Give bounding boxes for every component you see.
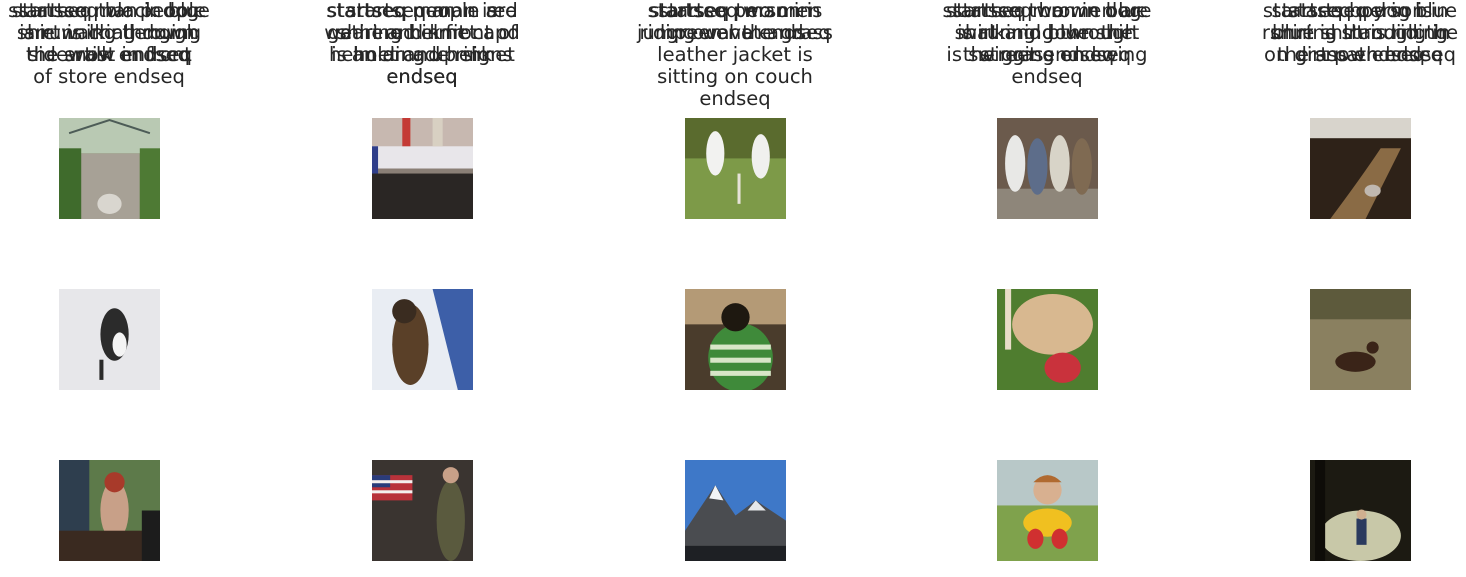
caption-line: startseq brown dog bbox=[952, 0, 1142, 22]
caption-line: startseq boy in blue bbox=[1262, 0, 1458, 22]
caption-line: shirt is standing in bbox=[1269, 21, 1451, 44]
caption-line: the snow endseq bbox=[1276, 43, 1444, 66]
caption: startseq person in blue shirt is riding … bbox=[1230, 0, 1466, 114]
caption-line: sidewalk endseq bbox=[27, 43, 191, 66]
caption-line: leather jacket is bbox=[657, 43, 813, 66]
caption-line: sitting on couch bbox=[657, 65, 813, 88]
child-on-swing-image bbox=[997, 460, 1098, 561]
caption-line: on dirt path endseq bbox=[1264, 43, 1456, 66]
caption-line: an arcade rink bbox=[351, 43, 493, 66]
caption-line: endseq bbox=[699, 87, 771, 110]
crowd-banner-street-image bbox=[372, 118, 473, 219]
caption-line: walking down the bbox=[961, 21, 1133, 44]
caption: startseq people are gathered in front of… bbox=[292, 0, 552, 114]
caption: startseq person is riding wave endseq bbox=[605, 0, 865, 456]
caption-line: blue shirt is riding bbox=[1272, 21, 1448, 44]
cricket-players-image bbox=[685, 118, 786, 219]
caption-line: endseq bbox=[386, 65, 458, 88]
caption: startseq man in red shirt and knit cap i… bbox=[292, 0, 552, 456]
caption-line: shirt is challenging bbox=[16, 21, 202, 44]
man-green-striped-shirt-image bbox=[685, 289, 786, 390]
caption-line: is swinging on swing bbox=[946, 43, 1148, 66]
caption-line: startseq black dog bbox=[18, 0, 200, 22]
caption-line: startseq dog is bbox=[1287, 0, 1433, 22]
caption-line: startseq person is bbox=[647, 0, 823, 22]
person-under-tree-snow-image bbox=[1310, 460, 1411, 561]
caption-line: helmet and helmet bbox=[329, 43, 515, 66]
woman-dj-turntables-image bbox=[59, 460, 160, 561]
caption: startseq boy in blue shirt is standing i… bbox=[1230, 0, 1466, 456]
caption-line: startseq person in bbox=[1271, 0, 1449, 22]
caption: startseq brown dog is running through th… bbox=[917, 0, 1177, 285]
caption-line: is holding up signs bbox=[331, 43, 513, 66]
snowboarder-helmet-image bbox=[372, 289, 473, 390]
caption-line: is running through bbox=[957, 21, 1137, 44]
caption-line: startseq two men are bbox=[942, 0, 1152, 22]
caption-line: street endseq bbox=[979, 43, 1115, 66]
dog-with-red-ball-image bbox=[997, 289, 1098, 390]
caption-line: gathered in front of bbox=[327, 21, 517, 44]
caption-line: the grass endseq bbox=[962, 43, 1132, 66]
dog-in-field-image bbox=[1310, 289, 1411, 390]
caption-line: wearing helmet and bbox=[324, 21, 520, 44]
caption-line: startseq two people bbox=[12, 0, 206, 22]
dog-jumping-in-snow-image bbox=[59, 289, 160, 390]
caption: startseq man in blue shirt and blue shir… bbox=[917, 0, 1177, 456]
caption-line: startseq man in bbox=[658, 0, 812, 22]
caption: startseq dog is running through the gras… bbox=[1230, 0, 1466, 285]
caption-line: green hat and bbox=[666, 21, 804, 44]
caption-line: running through the bbox=[1261, 21, 1459, 44]
caption-line: endseq bbox=[1011, 65, 1083, 88]
caption: startseq man in green hat and leather ja… bbox=[605, 0, 865, 285]
caption-line: startseq two men bbox=[649, 0, 821, 22]
caption-line: endseq bbox=[386, 65, 458, 88]
caption-line: the artist in front bbox=[26, 43, 192, 66]
parade-flags-soldier-image bbox=[372, 460, 473, 561]
caption: startseq black dog is running through th… bbox=[0, 0, 239, 285]
caption-line: startseq man in blue bbox=[8, 0, 210, 22]
caption: startseq man in blue shirt is challengin… bbox=[0, 0, 239, 456]
caption-line: the snow endseq bbox=[25, 43, 193, 66]
caption-line: shirt and knit cap bbox=[336, 21, 508, 44]
caption: startseq two people are walking down sid… bbox=[0, 0, 239, 114]
caption-line: of store endseq bbox=[33, 65, 185, 88]
group-of-young-men-image bbox=[997, 118, 1098, 219]
caption-line: jump over the grass bbox=[637, 21, 833, 44]
caption-line: startseq man in blue bbox=[946, 0, 1148, 22]
caption-line: startseq man in red bbox=[326, 0, 518, 22]
caption-line: shirt and blue shirt bbox=[954, 21, 1140, 44]
caption-line: startseq people are bbox=[327, 0, 517, 22]
caption-line: is running through bbox=[19, 21, 199, 44]
caption: startseq two men jump over the grass bbox=[605, 0, 865, 114]
caption-line: are walking down bbox=[23, 21, 195, 44]
caption-line: startseq man is bbox=[346, 0, 498, 22]
caption-line: endseq bbox=[386, 65, 458, 88]
mountain-peak-sky-image bbox=[685, 460, 786, 561]
caption: startseq man is wearing helmet and helme… bbox=[292, 0, 552, 285]
caption-line: riding wave endseq bbox=[639, 21, 831, 44]
caption-line: grass endseq bbox=[1294, 43, 1426, 66]
caption: startseq two men are walking down the st… bbox=[917, 0, 1177, 114]
garden-walkway-dog-image bbox=[59, 118, 160, 219]
biker-on-dirt-trail-image bbox=[1310, 118, 1411, 219]
